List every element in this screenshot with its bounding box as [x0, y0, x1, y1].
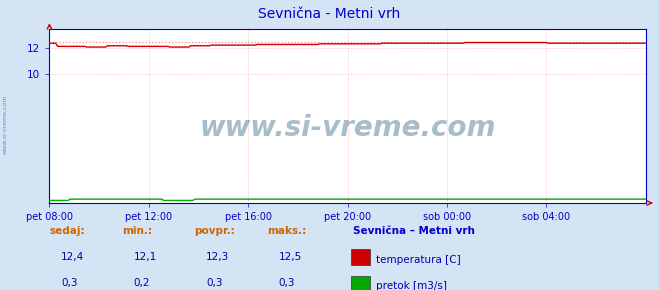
Text: 12,1: 12,1	[134, 252, 157, 262]
Text: 0,3: 0,3	[61, 278, 78, 288]
Text: maks.:: maks.:	[267, 226, 306, 236]
Text: pretok [m3/s]: pretok [m3/s]	[376, 281, 447, 290]
Text: www.si-vreme.com: www.si-vreme.com	[200, 114, 496, 142]
Text: www.si-vreme.com: www.si-vreme.com	[3, 95, 8, 155]
Text: 12,3: 12,3	[206, 252, 229, 262]
Text: 0,2: 0,2	[134, 278, 150, 288]
Text: 0,3: 0,3	[279, 278, 295, 288]
Text: Sevnična – Metni vrh: Sevnična – Metni vrh	[353, 226, 474, 236]
Text: 12,5: 12,5	[279, 252, 302, 262]
Text: min.:: min.:	[122, 226, 152, 236]
Text: 12,4: 12,4	[61, 252, 84, 262]
Text: temperatura [C]: temperatura [C]	[376, 255, 461, 265]
Text: sedaj:: sedaj:	[49, 226, 85, 236]
Text: Sevnična - Metni vrh: Sevnična - Metni vrh	[258, 7, 401, 21]
Text: 0,3: 0,3	[206, 278, 223, 288]
Text: povpr.:: povpr.:	[194, 226, 235, 236]
